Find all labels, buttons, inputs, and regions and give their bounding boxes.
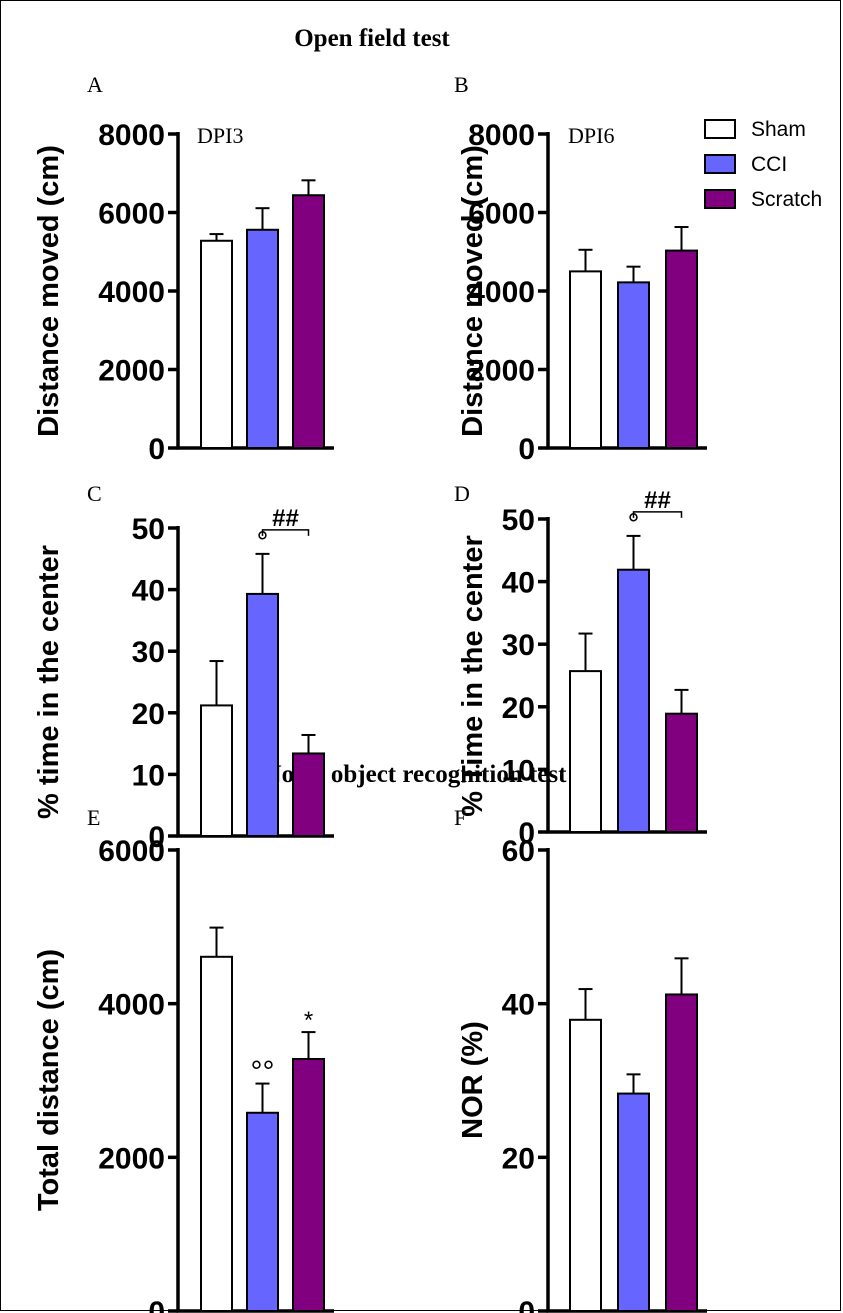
legend-label: Scratch (751, 188, 822, 211)
bar-scratch (665, 249, 698, 449)
panel-letter: B (454, 72, 469, 97)
y-axis-label: % Time in the center (457, 535, 489, 817)
bar-scratch (665, 993, 698, 1312)
y-tick-label: 8000 (98, 119, 165, 152)
bar-sham (200, 704, 233, 838)
bar-scratch (292, 1057, 325, 1313)
significance-bracket (632, 511, 683, 518)
y-tick-label: 10 (132, 759, 165, 792)
significance-marker: ° (628, 508, 640, 541)
bar-sham (569, 270, 602, 449)
legend-swatch-sham (704, 119, 736, 139)
panel-e: E 0 2000 4000 6000 Total distance (cm) °° * (33, 805, 334, 1313)
y-tick-label: 40 (132, 575, 165, 608)
panel-letter: C (87, 481, 102, 506)
panel-letter: F (454, 805, 466, 830)
section-title-open-field: Open field test (294, 25, 450, 52)
y-axis-label: Distance moved (cm) (457, 145, 489, 437)
y-tick-label: 0 (148, 433, 165, 466)
panel-letter: E (87, 805, 100, 830)
panel-inset-label: DPI6 (568, 123, 614, 148)
legend-label: CCI (751, 153, 787, 176)
y-tick-label: 40 (502, 567, 535, 600)
bar-scratch (292, 752, 325, 837)
y-tick-label: 10 (502, 754, 535, 787)
y-tick-label: 0 (148, 821, 165, 854)
y-tick-label: 20 (132, 698, 165, 731)
bar-cci (246, 592, 279, 837)
legend-swatch-scratch (704, 189, 736, 209)
y-tick-label: 2000 (98, 1142, 165, 1175)
y-axis-label: Distance moved (cm) (33, 145, 65, 437)
bar-sham (200, 239, 233, 449)
y-tick-label: 0 (148, 1296, 165, 1313)
y-tick-label: 50 (132, 513, 165, 546)
panel-letter: A (87, 72, 103, 97)
y-tick-label: 4000 (468, 276, 535, 309)
bar-cci (246, 228, 279, 449)
legend-swatch-cci (704, 154, 736, 174)
bar-scratch (292, 194, 325, 449)
y-tick-label: 20 (502, 1142, 535, 1175)
y-tick-label: 0 (518, 433, 535, 466)
y-axis-label: % time in the center (33, 545, 65, 819)
y-tick-label: 30 (502, 629, 535, 662)
y-tick-label: 2000 (98, 355, 165, 388)
y-tick-label: 4000 (98, 989, 165, 1022)
y-tick-label: 40 (502, 989, 535, 1022)
y-axis-label: Total distance (cm) (33, 949, 65, 1211)
y-tick-label: 6000 (98, 198, 165, 231)
y-tick-label: 20 (502, 692, 535, 725)
legend-label: Sham (751, 118, 806, 141)
y-tick-label: 60 (502, 835, 535, 868)
panel-inset-label: DPI3 (197, 123, 243, 148)
bar-scratch (665, 712, 698, 833)
y-tick-label: 0 (518, 1296, 535, 1313)
bar-cci (617, 281, 650, 449)
legend: Sham CCI Scratch (704, 118, 822, 211)
y-tick-label: 2000 (468, 355, 535, 388)
panel-letter: D (454, 481, 470, 506)
significance-marker: °° (251, 1056, 275, 1089)
y-tick-label: 6000 (468, 198, 535, 231)
bar-cci (246, 1111, 279, 1313)
panel-f: F 0 20 40 60 NOR (%) (454, 805, 707, 1313)
significance-marker: * (304, 1007, 313, 1034)
y-tick-label: 0 (518, 817, 535, 850)
bar-sham (200, 955, 233, 1312)
y-tick-label: 4000 (98, 276, 165, 309)
significance-bracket (261, 529, 310, 536)
bar-sham (569, 670, 602, 833)
significance-marker: ° (257, 526, 269, 559)
y-tick-label: 8000 (468, 119, 535, 152)
y-tick-label: 30 (132, 636, 165, 669)
bar-cci (617, 1092, 650, 1312)
panel-c: C 0 10 20 30 40 50 % time in the center °## (33, 481, 334, 854)
panel-d: D 0 10 20 30 40 50 % Time in the center °## (454, 481, 707, 850)
y-tick-label: 50 (502, 504, 535, 537)
significance-label: ## (644, 487, 671, 514)
bar-sham (569, 1018, 602, 1313)
bar-cci (617, 568, 650, 833)
y-axis-label: NOR (%) (457, 1021, 489, 1139)
panel-a: A DPI3 0 2000 4000 6000 8000 Distance moved (cm… (33, 72, 334, 466)
y-tick-label: 6000 (98, 835, 165, 868)
significance-label: ## (272, 505, 299, 532)
